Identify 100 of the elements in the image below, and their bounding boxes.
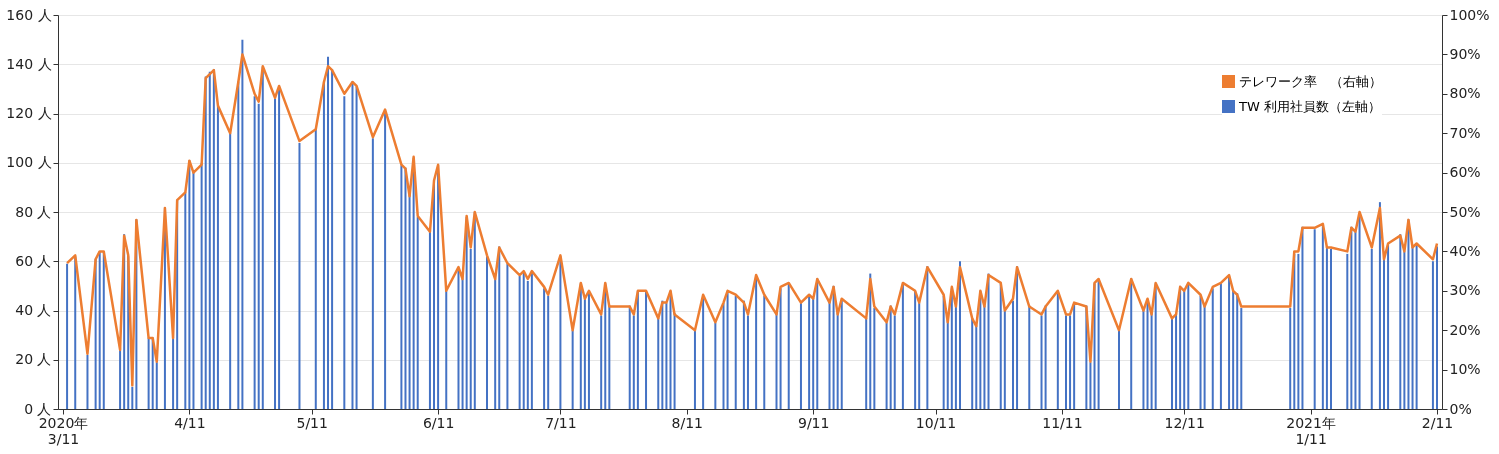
bar [722,303,725,409]
bar [914,290,917,409]
x-tick-label: 7/11 [545,414,577,431]
bar [216,106,219,409]
bar [1219,283,1222,409]
x-tick-label: 8/11 [671,414,704,431]
bar [1370,248,1373,409]
bar [1187,283,1190,409]
bar [1378,202,1381,409]
bar [1069,315,1072,409]
bar [461,278,464,409]
bar [1329,248,1332,409]
bar [1117,330,1120,409]
x-tick-label: 4/11 [174,414,206,431]
bar [494,278,497,409]
bar [526,280,529,409]
bar [486,256,489,409]
x-tick-label: 6/11 [422,414,455,431]
bar [1097,280,1100,409]
bar [1170,317,1173,409]
bar [1313,229,1316,409]
bar [1232,290,1235,409]
bar [416,216,419,409]
bar [1073,303,1076,409]
y-tick-label: 160 人 [6,6,52,23]
bar [131,386,134,409]
bar [400,165,403,409]
bar [734,295,737,409]
bar [1415,244,1418,409]
bar [1150,312,1153,409]
bar [746,315,749,409]
bar [571,330,574,409]
bar [1354,231,1357,409]
bar [1399,234,1402,409]
bar [975,325,978,409]
bar [1142,310,1145,409]
bar [893,315,896,409]
x-tick-label: 2021年 1/11 [1286,414,1336,447]
bar [274,98,277,409]
bar [755,276,758,409]
bar [632,315,635,409]
bar [522,271,525,409]
y2-tick-label: 10% [1449,361,1481,378]
bar [1089,362,1092,409]
bar [298,143,301,409]
bar [583,298,586,409]
legend-label: テレワーク率 （右軸） [1239,73,1382,89]
bar [799,303,802,409]
y2-tick-label: 20% [1449,321,1481,338]
bar [241,39,244,409]
bar [775,312,778,409]
x-tick-label: 12/11 [1164,414,1205,431]
bar [469,248,472,409]
bar [600,315,603,409]
y2-tick-label: 0% [1449,400,1472,417]
line-series [65,53,1439,387]
bar [331,69,334,409]
bar [1289,308,1292,409]
bar [1436,246,1438,409]
y-tick-label: 60 人 [15,252,52,269]
bar [192,170,195,409]
bar [840,300,843,409]
bar [954,305,957,409]
bar [1003,310,1006,409]
bar [351,81,354,409]
bar [530,271,533,409]
bar [971,317,974,409]
bar [155,362,158,409]
bar [543,288,546,409]
bar [1403,251,1406,409]
bar [1211,288,1214,409]
bar [445,290,448,409]
bar [763,295,766,409]
bar [787,283,790,409]
x-tick-label: 5/11 [296,414,328,431]
bar [983,305,986,409]
bar [1183,290,1186,409]
bar [865,317,868,409]
bar [98,251,101,409]
bar [714,322,717,409]
y2-tick-label: 80% [1449,85,1481,102]
legend-label: TW 利用社員数（左軸） [1238,98,1381,114]
bar [1228,276,1231,409]
bar [1056,293,1059,409]
bar [901,283,904,409]
bar [371,138,374,409]
bar [408,194,411,409]
bar [1411,246,1414,409]
bar [693,330,696,409]
bar [208,71,211,409]
x-tick-label: 10/11 [915,414,957,431]
bar [873,308,876,409]
bar [779,288,782,409]
bar [147,337,150,409]
bar [506,263,509,409]
bar [726,290,729,409]
bar [657,317,660,409]
y2-tick-label: 70% [1449,124,1481,141]
bar [172,337,175,409]
bar [86,354,89,409]
